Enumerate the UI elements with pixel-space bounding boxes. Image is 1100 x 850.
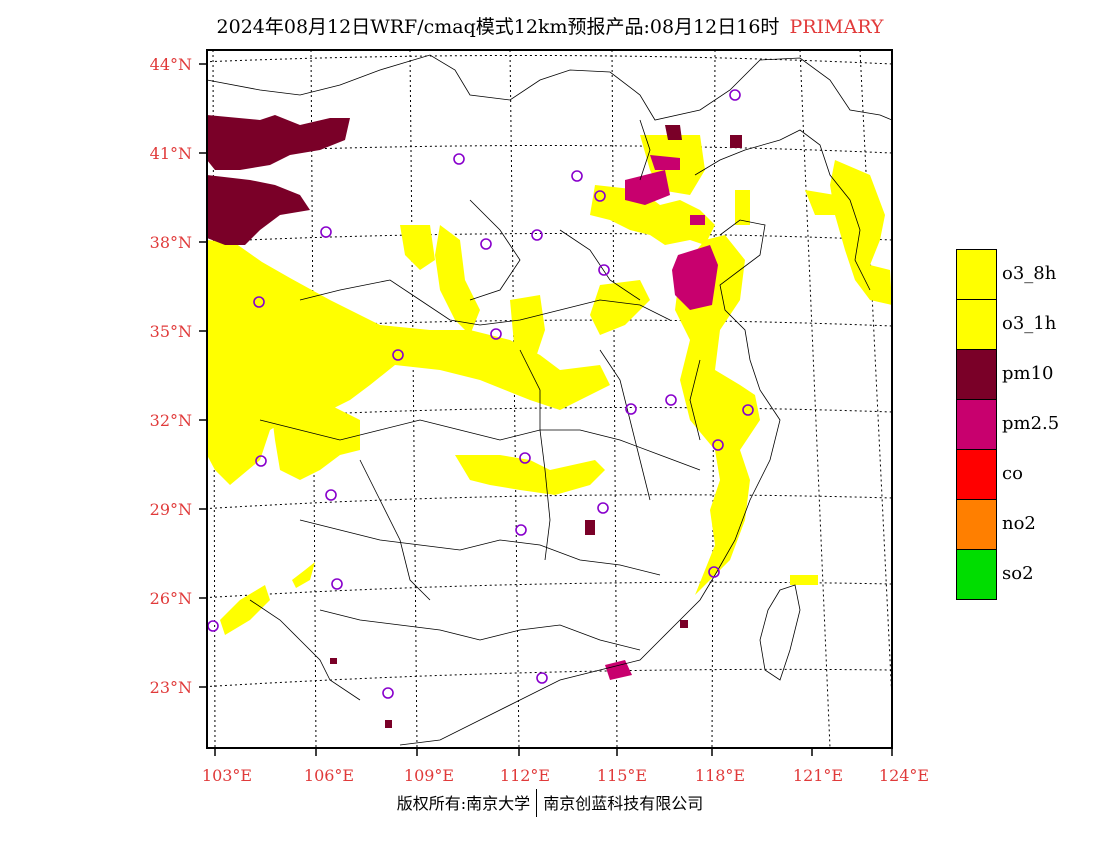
lat-label-38: 38°N [150,233,192,252]
legend-item-pm10: pm10 [956,349,1096,400]
legend-item-o3-1h: o3_1h [956,299,1096,350]
lat-label-35: 35°N [150,322,192,341]
lat-label-29: 29°N [150,500,192,519]
copyright-left: 版权所有:南京大学 [396,794,531,813]
legend-swatch [956,349,997,400]
copyright-right: 南京创蓝科技有限公司 [543,794,704,813]
legend-item-pm25: pm2.5 [956,399,1096,450]
map-frame [206,49,893,749]
map-title: 2024年08月12日WRF/cmaq模式12km预报产品:08月12日16时 P… [0,12,1100,39]
lat-label-44: 44°N [150,55,192,74]
primary-tag: PRIMARY [789,16,884,38]
legend-label: pm2.5 [1002,413,1060,434]
station-markers [207,89,754,699]
legend-item-co: co [956,449,1096,500]
pm10-regions [207,115,742,728]
map-content [207,50,892,748]
lon-label-124: 124°E [879,766,929,785]
legend-label: pm10 [1002,363,1054,384]
legend-swatch [956,249,997,300]
title-text: 2024年08月12日WRF/cmaq模式12km预报产品:08月12日16时 [216,16,780,38]
legend: o3_8h o3_1h pm10 pm2.5 co no2 so2 [956,249,1096,600]
lon-label-112: 112°E [500,766,550,785]
legend-label: o3_1h [1002,313,1057,334]
legend-label: co [1002,463,1023,484]
legend-item-o3-8h: o3_8h [956,249,1096,300]
lat-axis: 44°N 41°N 38°N 35°N 32°N 29°N 26°N 23°N [150,55,207,697]
legend-label: so2 [1002,563,1034,584]
legend-swatch [956,399,997,450]
legend-swatch [956,299,997,350]
lon-label-103: 103°E [202,766,252,785]
lat-label-26: 26°N [150,589,192,608]
legend-item-no2: no2 [956,499,1096,550]
lat-label-41: 41°N [150,144,192,163]
lon-axis: 103°E 106°E 109°E 112°E 115°E 118°E 121°… [202,748,929,785]
legend-item-so2: so2 [956,549,1096,600]
lat-label-32: 32°N [150,411,192,430]
legend-label: no2 [1002,513,1036,534]
lon-label-121: 121°E [793,766,843,785]
legend-swatch [956,449,997,500]
copyright-footer: 版权所有:南京大学 南京创蓝科技有限公司 [0,789,1100,817]
legend-swatch [956,499,997,550]
lon-label-106: 106°E [304,766,354,785]
lon-label-109: 109°E [404,766,454,785]
lat-label-23: 23°N [150,678,192,697]
footer-divider [536,789,538,817]
lon-label-118: 118°E [695,766,745,785]
lon-label-115: 115°E [597,766,647,785]
legend-label: o3_8h [1002,263,1057,284]
boundaries [207,54,892,746]
pm25-regions [605,155,718,680]
legend-swatch [956,549,997,600]
